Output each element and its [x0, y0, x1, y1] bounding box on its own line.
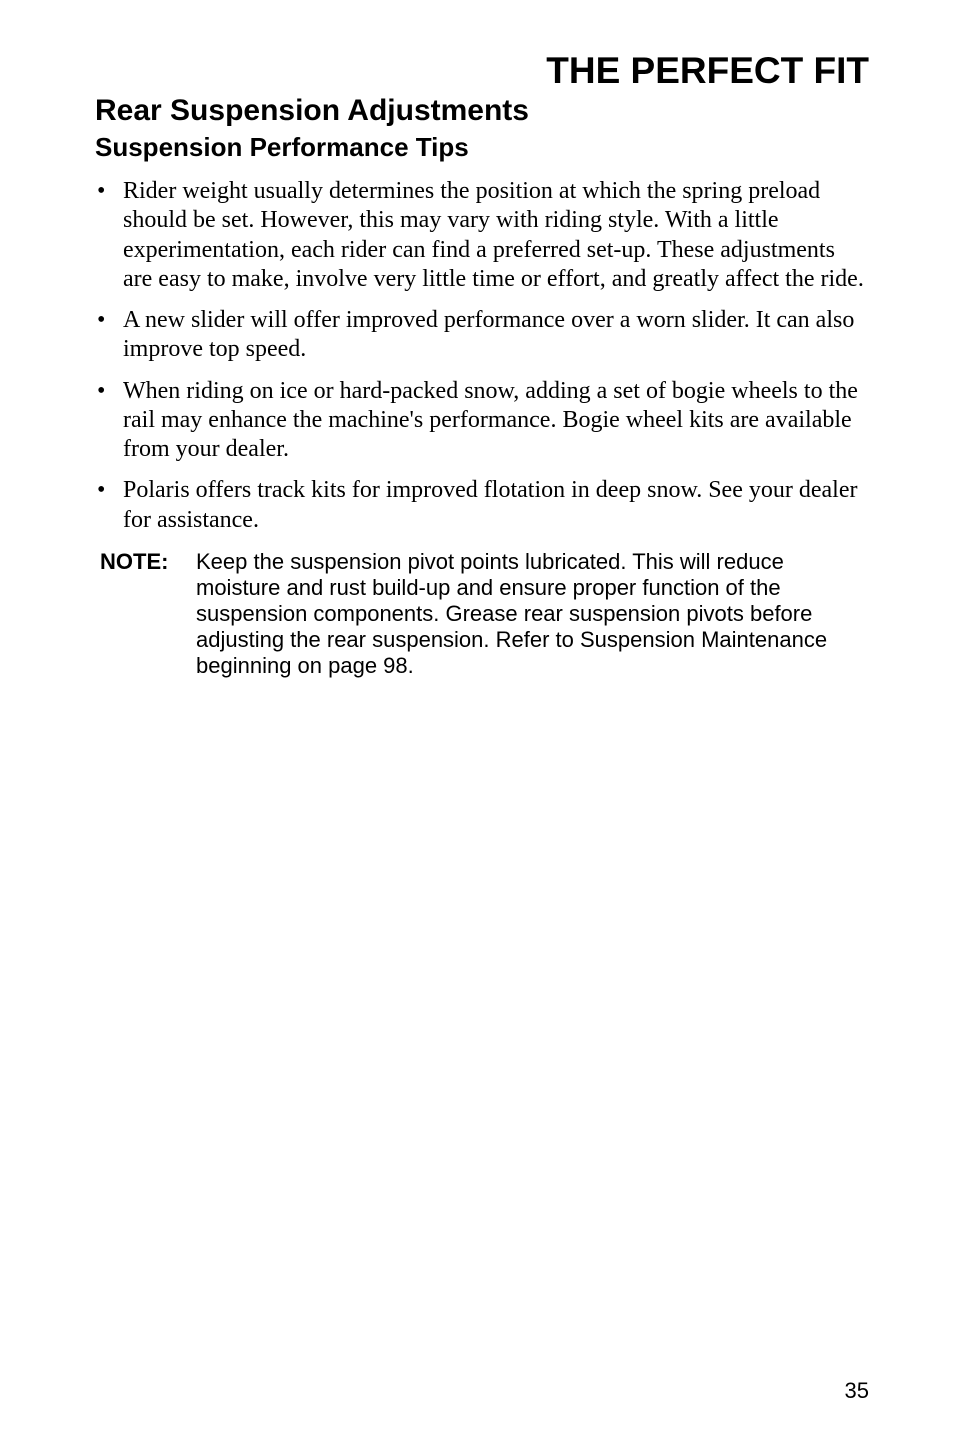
bullet-item: Polaris offers track kits for improved f…: [95, 476, 869, 535]
main-title: THE PERFECT FIT: [95, 50, 869, 92]
note-text: Keep the suspension pivot points lubrica…: [196, 549, 861, 679]
bullet-list: Rider weight usually determines the posi…: [95, 177, 869, 535]
note-label: NOTE:: [100, 549, 196, 575]
note-block: NOTE: Keep the suspension pivot points l…: [95, 549, 869, 679]
subsection-title: Suspension Performance Tips: [95, 132, 869, 163]
bullet-item: When riding on ice or hard-packed snow, …: [95, 377, 869, 465]
section-title: Rear Suspension Adjustments: [95, 94, 869, 128]
bullet-item: A new slider will offer improved perform…: [95, 306, 869, 365]
bullet-item: Rider weight usually determines the posi…: [95, 177, 869, 294]
page-number: 35: [845, 1378, 869, 1404]
